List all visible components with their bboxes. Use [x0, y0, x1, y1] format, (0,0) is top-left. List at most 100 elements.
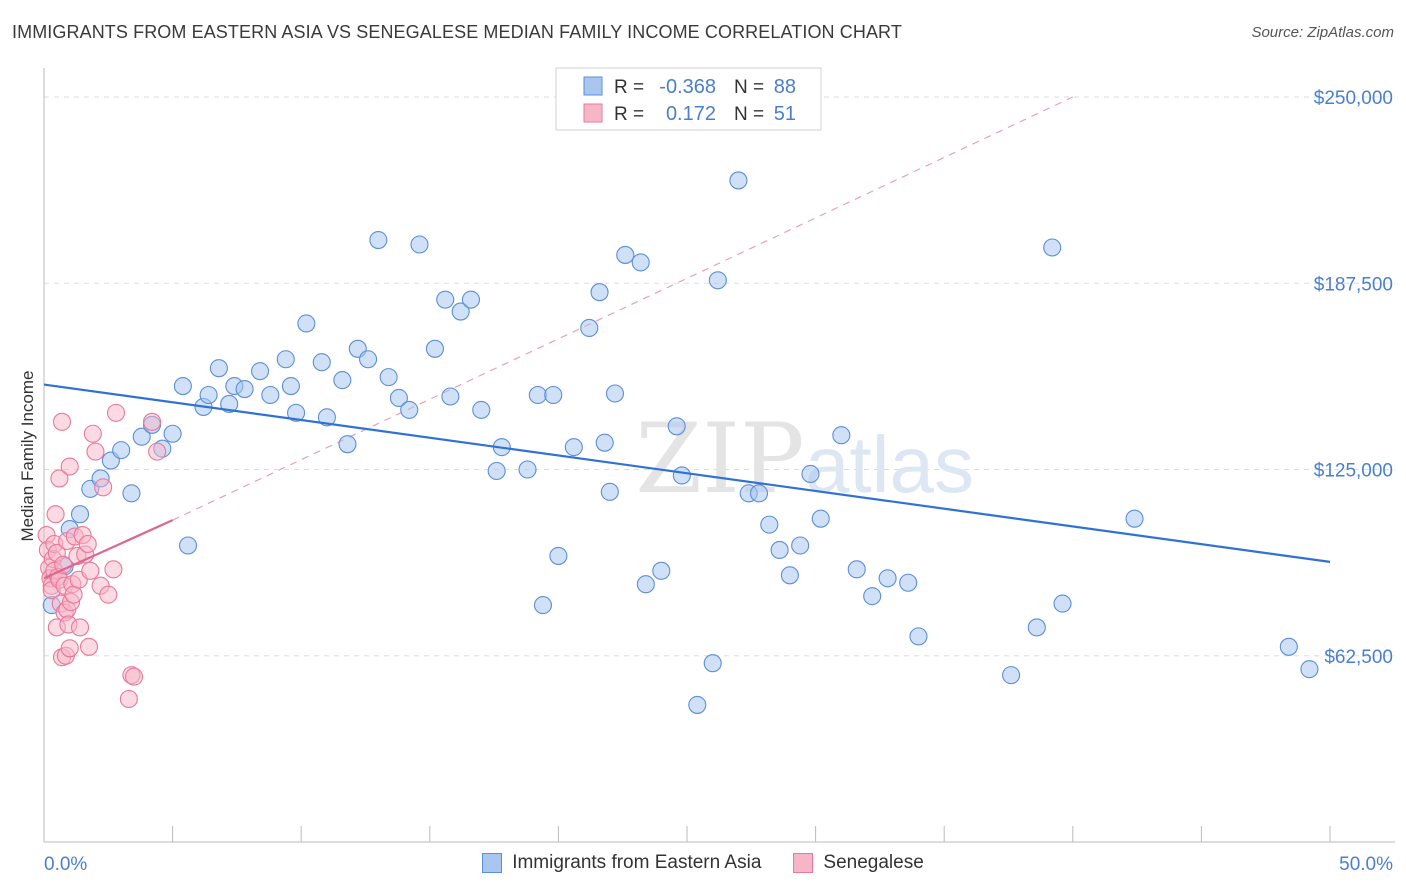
eastern-asia-point[interactable] [636, 575, 655, 594]
senegalese-point[interactable] [83, 424, 102, 443]
eastern-asia-point[interactable] [749, 484, 769, 503]
eastern-asia-point[interactable] [1125, 509, 1144, 528]
legend-item-eastern-asia[interactable]: Immigrants from Eastern Asia [482, 852, 761, 874]
senegalese-point[interactable] [104, 560, 123, 579]
eastern-asia-point[interactable] [70, 505, 90, 524]
eastern-asia-point[interactable] [276, 350, 295, 369]
eastern-asia-point[interactable] [1043, 238, 1062, 257]
eastern-asia-point[interactable] [590, 283, 609, 302]
eastern-asia-point[interactable] [652, 561, 671, 580]
eastern-asia-point[interactable] [667, 417, 686, 436]
eastern-asia-point[interactable] [605, 384, 625, 403]
eastern-asia-point[interactable] [533, 596, 553, 615]
senegalese-point[interactable] [148, 442, 167, 461]
eastern-asia-point[interactable] [122, 484, 141, 503]
senegalese-point[interactable] [70, 618, 90, 637]
eastern-asia-point[interactable] [595, 433, 614, 452]
senegalese-point[interactable] [60, 639, 79, 658]
eastern-asia-point[interactable] [281, 377, 300, 396]
senegalese-point[interactable] [46, 505, 65, 524]
eastern-asia-point[interactable] [672, 466, 691, 485]
eastern-asia-point[interactable] [173, 377, 192, 396]
eastern-asia-point[interactable] [220, 394, 239, 413]
legend-label-eastern-asia: Immigrants from Eastern Asia [512, 852, 762, 873]
senegalese-point[interactable] [106, 403, 126, 422]
eastern-asia-point[interactable] [112, 441, 131, 460]
eastern-asia-point[interactable] [132, 427, 151, 446]
eastern-asia-point[interactable] [780, 566, 799, 585]
eastern-asia-point[interactable] [847, 560, 866, 579]
eastern-asia-point[interactable] [287, 403, 306, 422]
eastern-asia-point[interactable] [410, 235, 429, 254]
eastern-asia-point[interactable] [1279, 637, 1298, 656]
eastern-asia-point[interactable] [235, 379, 254, 399]
eastern-asia-point[interactable] [528, 385, 547, 405]
eastern-asia-point[interactable] [461, 290, 481, 309]
eastern-asia-point[interactable] [261, 385, 280, 405]
eastern-asia-point[interactable] [832, 426, 851, 445]
senegalese-point[interactable] [81, 561, 100, 580]
eastern-asia-point[interactable] [600, 482, 619, 501]
senegalese-point[interactable] [86, 442, 105, 461]
eastern-asia-point[interactable] [518, 460, 537, 479]
y-tick-label: $187,500 [1314, 274, 1393, 295]
eastern-asia-point[interactable] [729, 171, 748, 190]
eastern-asia-point[interactable] [312, 353, 331, 372]
eastern-asia-point[interactable] [564, 438, 583, 457]
eastern-asia-point[interactable] [863, 587, 882, 606]
eastern-asia-point[interactable] [436, 290, 455, 309]
eastern-asia-point[interactable] [909, 627, 928, 646]
eastern-asia-point[interactable] [379, 368, 398, 387]
eastern-asia-point[interactable] [451, 302, 470, 321]
eastern-asia-point[interactable] [1300, 660, 1319, 679]
eastern-asia-point[interactable] [472, 400, 491, 419]
eastern-asia-point[interactable] [487, 461, 506, 481]
eastern-asia-point[interactable] [369, 230, 388, 250]
stats-r-value-senegalese: 0.172 [666, 103, 716, 125]
eastern-asia-point[interactable] [791, 536, 810, 555]
senegalese-point[interactable] [60, 457, 79, 476]
senegalese-point[interactable] [124, 667, 144, 686]
eastern-asia-point[interactable] [297, 314, 316, 333]
senegalese-point[interactable] [50, 469, 69, 488]
eastern-asia-point[interactable] [317, 408, 336, 427]
eastern-asia-point[interactable] [1053, 594, 1072, 613]
eastern-asia-point[interactable] [899, 573, 918, 592]
eastern-asia-point[interactable] [878, 569, 897, 588]
eastern-asia-point[interactable] [760, 515, 779, 534]
senegalese-point[interactable] [79, 637, 99, 656]
eastern-asia-point[interactable] [333, 371, 352, 390]
eastern-asia-point[interactable] [199, 385, 218, 405]
eastern-asia-point[interactable] [811, 509, 830, 528]
eastern-asia-point[interactable] [209, 359, 228, 378]
eastern-asia-point[interactable] [250, 362, 270, 381]
eastern-asia-point[interactable] [708, 271, 727, 290]
eastern-asia-point[interactable] [688, 695, 707, 714]
eastern-asia-point[interactable] [359, 350, 378, 369]
eastern-asia-point[interactable] [425, 339, 444, 358]
senegalese-point[interactable] [78, 534, 97, 554]
senegalese-point[interactable] [94, 478, 113, 497]
eastern-asia-point[interactable] [163, 424, 182, 443]
eastern-asia-point[interactable] [580, 318, 599, 338]
senegalese-point[interactable] [99, 585, 118, 604]
eastern-asia-point[interactable] [544, 385, 563, 405]
eastern-asia-point[interactable] [631, 253, 650, 272]
eastern-asia-point[interactable] [703, 654, 722, 673]
eastern-asia-point[interactable] [616, 245, 635, 264]
eastern-asia-point[interactable] [338, 435, 357, 454]
eastern-asia-point[interactable] [1027, 618, 1046, 637]
eastern-asia-point[interactable] [389, 388, 408, 408]
eastern-asia-point[interactable] [770, 540, 789, 560]
eastern-asia-point[interactable] [178, 536, 198, 555]
legend-item-senegalese[interactable]: Senegalese [793, 852, 924, 874]
senegalese-point[interactable] [142, 412, 162, 431]
eastern-asia-point[interactable] [441, 387, 460, 406]
eastern-asia-point[interactable] [549, 546, 568, 565]
stats-n-value-eastern-asia: 88 [774, 76, 796, 98]
senegalese-point[interactable] [119, 689, 138, 709]
eastern-asia-point[interactable] [1002, 666, 1021, 685]
senegalese-point[interactable] [52, 412, 72, 431]
eastern-asia-point[interactable] [400, 400, 419, 419]
eastern-asia-point[interactable] [801, 464, 820, 484]
